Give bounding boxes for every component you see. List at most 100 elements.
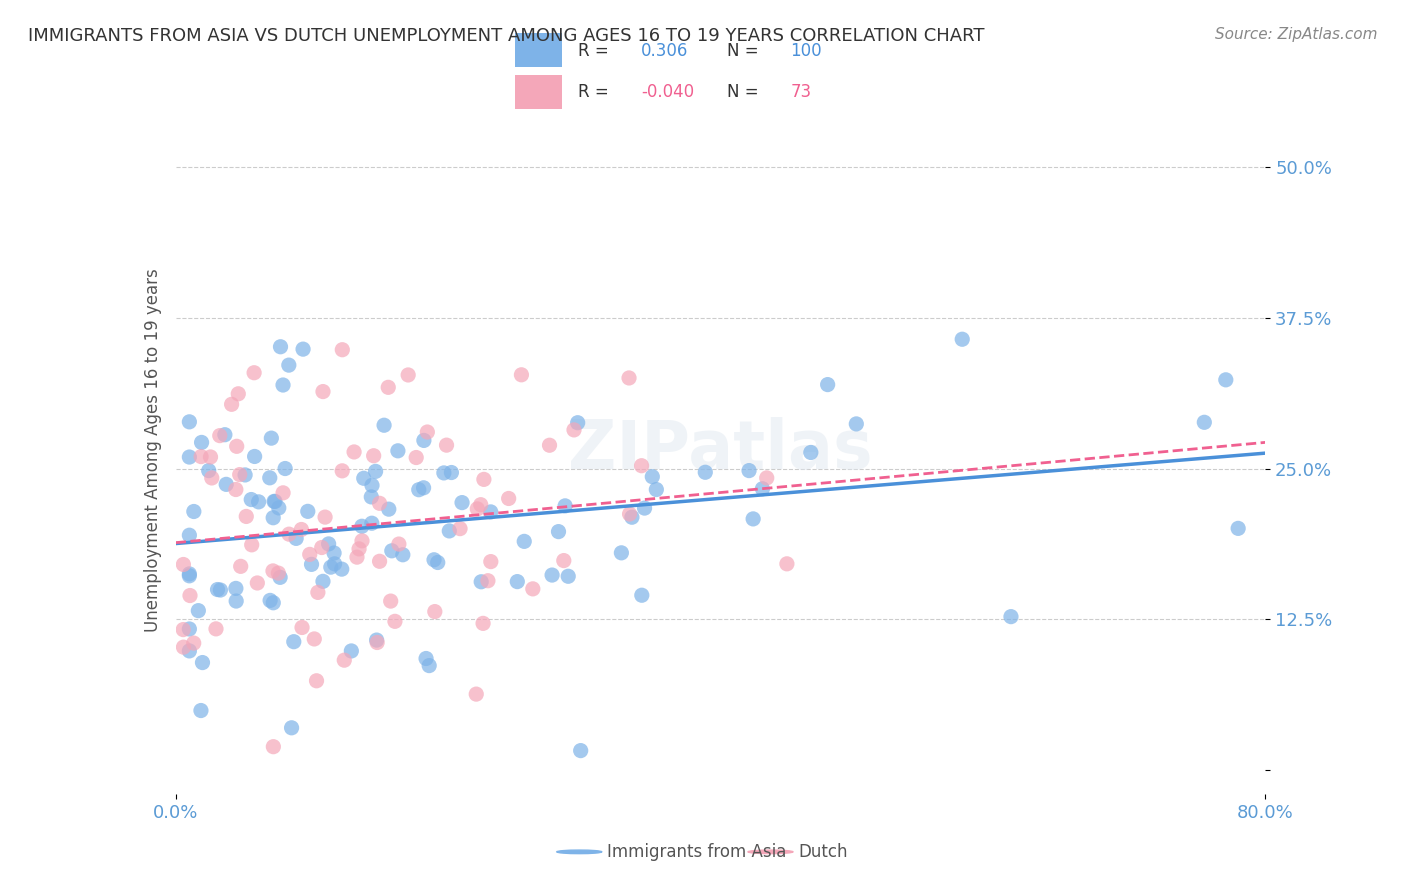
Point (755, 471, 778, 485)
Point (262, 564, 284, 578)
Point (221, 397, 243, 411)
Point (412, 434, 434, 448)
Point (470, 574, 492, 589)
Point (1000, 609, 1022, 624)
Point (415, 651, 437, 665)
Point (845, 417, 868, 431)
Point (567, 416, 589, 430)
Point (368, 496, 391, 510)
Point (243, 450, 266, 464)
Point (225, 594, 247, 608)
Point (226, 386, 249, 401)
Point (378, 502, 401, 516)
Point (190, 450, 212, 464)
Point (557, 569, 579, 583)
Text: N =: N = (727, 42, 759, 60)
Point (479, 555, 502, 569)
Point (360, 490, 382, 504)
Point (619, 507, 641, 521)
Point (305, 673, 328, 688)
Point (346, 550, 368, 565)
Y-axis label: Unemployment Among Ages 16 to 19 years: Unemployment Among Ages 16 to 19 years (143, 268, 162, 632)
Point (396, 368, 419, 382)
Point (229, 559, 252, 574)
Point (641, 469, 664, 483)
Point (269, 570, 291, 584)
Point (423, 605, 446, 619)
Point (366, 633, 388, 648)
Point (363, 449, 385, 463)
Text: Source: ZipAtlas.com: Source: ZipAtlas.com (1215, 27, 1378, 42)
Point (298, 548, 321, 562)
Point (479, 505, 502, 519)
Point (179, 644, 201, 658)
Point (738, 464, 761, 478)
Point (610, 546, 633, 560)
Point (172, 623, 194, 637)
Point (200, 450, 222, 464)
Text: IMMIGRANTS FROM ASIA VS DUTCH UNEMPLOYMENT AMONG AGES 16 TO 19 YEARS CORRELATION: IMMIGRANTS FROM ASIA VS DUTCH UNEMPLOYME… (28, 27, 984, 45)
Point (285, 532, 308, 546)
Point (280, 721, 302, 735)
Point (387, 443, 409, 458)
Bar (515, 33, 562, 67)
Point (472, 616, 495, 631)
Point (347, 541, 370, 556)
Point (291, 620, 314, 634)
Point (800, 445, 823, 459)
Point (183, 636, 205, 650)
Point (205, 622, 228, 636)
Point (423, 553, 446, 567)
Point (562, 423, 585, 437)
Point (190, 435, 212, 450)
Point (384, 615, 406, 629)
Point (451, 495, 474, 509)
Point (179, 566, 201, 581)
Point (569, 743, 592, 757)
Point (297, 504, 319, 518)
Point (183, 504, 205, 518)
Point (215, 477, 238, 491)
Point (742, 512, 765, 526)
Point (267, 566, 290, 581)
Point (228, 467, 250, 482)
Point (190, 704, 212, 718)
Text: Dutch: Dutch (799, 843, 848, 861)
Circle shape (557, 850, 602, 854)
Point (472, 472, 495, 486)
Point (330, 562, 353, 576)
Point (408, 483, 430, 497)
Point (630, 588, 652, 602)
Point (416, 425, 439, 439)
Point (278, 527, 301, 541)
Point (633, 501, 655, 516)
Point (262, 739, 284, 754)
Point (312, 574, 335, 589)
Text: ZIPatlas: ZIPatlas (568, 417, 873, 483)
Point (418, 658, 440, 673)
Point (270, 340, 292, 354)
Point (470, 498, 492, 512)
Point (225, 439, 247, 453)
Point (267, 500, 290, 515)
Text: 100: 100 (790, 42, 823, 60)
Point (950, 332, 973, 346)
Point (373, 418, 395, 433)
Point (197, 464, 219, 478)
Point (187, 604, 209, 618)
Point (262, 510, 284, 524)
Point (290, 523, 312, 537)
Point (304, 632, 326, 646)
Point (465, 501, 488, 516)
Point (307, 585, 329, 599)
Point (440, 466, 463, 480)
Text: Immigrants from Asia: Immigrants from Asia (607, 843, 787, 861)
Point (225, 582, 247, 596)
Point (522, 582, 544, 596)
Point (311, 541, 333, 555)
Point (360, 516, 382, 531)
Point (271, 486, 294, 500)
Point (368, 554, 391, 568)
Point (465, 687, 488, 701)
Point (477, 574, 499, 588)
